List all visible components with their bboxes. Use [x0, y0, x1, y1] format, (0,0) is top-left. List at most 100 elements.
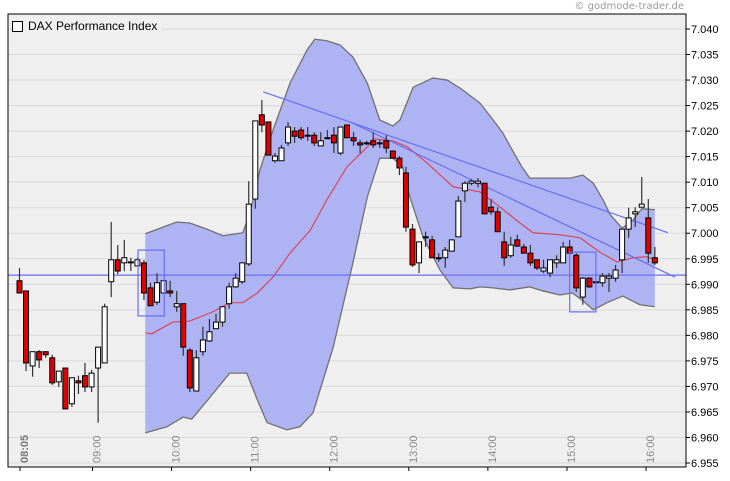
y-axis: 7.040 7.035 7.030 7.025 7.020 7.015 7.010 7.005… — [686, 24, 719, 470]
candle-body — [468, 180, 475, 184]
candle — [160, 280, 167, 294]
candle-body — [127, 261, 134, 264]
y-tick-label: 6.990 — [691, 279, 719, 291]
y-tick-label: 7.010 — [691, 177, 719, 189]
candle-body — [422, 236, 429, 239]
candle-body — [357, 142, 364, 146]
candle — [167, 280, 174, 298]
candle — [363, 140, 370, 145]
candle — [514, 234, 521, 248]
candle — [95, 346, 102, 423]
y-tick-label: 6.975 — [691, 356, 719, 368]
annotations — [137, 249, 597, 317]
candle-body — [448, 239, 455, 252]
x-tick-label: 09:00 — [91, 435, 103, 463]
chart-title: DAX Performance Index — [12, 19, 162, 33]
candle — [324, 130, 331, 140]
candle — [638, 177, 645, 208]
candle — [573, 253, 580, 292]
candle-body — [147, 287, 154, 307]
candle — [317, 132, 324, 147]
candle-body — [429, 239, 436, 259]
candle-body — [553, 259, 560, 264]
candle — [651, 247, 658, 265]
candle-body — [520, 246, 527, 254]
candle-body — [612, 269, 619, 279]
candle — [383, 135, 390, 154]
candle-body — [88, 372, 95, 388]
candle — [127, 257, 134, 272]
candle-body — [252, 120, 259, 200]
legend-checkbox-icon[interactable] — [12, 20, 23, 32]
candle-body — [573, 254, 580, 289]
candle-body — [579, 277, 586, 298]
candle-body — [396, 157, 403, 169]
candle — [599, 273, 606, 287]
candle-body — [180, 303, 187, 348]
candle-body — [23, 290, 30, 364]
y-tick-label: 6.965 — [691, 407, 719, 419]
candle-body — [245, 203, 252, 265]
candle — [16, 267, 23, 294]
candle-body — [68, 377, 75, 405]
candle-body — [586, 277, 593, 288]
candle-body — [311, 134, 318, 144]
candle-body — [219, 306, 226, 323]
candle-body — [29, 351, 36, 367]
x-tick-label: 16:00 — [645, 435, 657, 463]
candle-body — [619, 228, 626, 261]
candle-body — [36, 351, 43, 361]
candle — [357, 139, 364, 154]
candle-body — [232, 277, 239, 288]
candle — [494, 207, 501, 233]
candle-body — [160, 280, 167, 294]
candle-body — [114, 259, 121, 272]
candle-body — [304, 134, 311, 137]
candle-body — [330, 134, 337, 144]
candle-body — [324, 137, 331, 140]
candle-body — [376, 142, 383, 145]
candle — [62, 367, 69, 410]
candle-body — [409, 228, 416, 266]
candle-body — [206, 331, 213, 342]
candle-body — [560, 246, 567, 264]
candle — [245, 181, 252, 266]
candle-body — [213, 321, 219, 330]
candle-body — [101, 306, 108, 364]
candle — [409, 224, 416, 267]
candle — [252, 120, 259, 209]
candle-body — [442, 249, 449, 259]
y-tick-label: 7.000 — [691, 228, 719, 240]
x-tick-label: 14:00 — [487, 435, 499, 463]
y-tick-label: 6.960 — [691, 432, 719, 444]
candle — [265, 121, 272, 156]
candle — [271, 153, 278, 163]
candle — [88, 370, 95, 393]
candle-body — [435, 257, 442, 260]
candle — [82, 362, 88, 393]
candle-body — [49, 357, 56, 384]
candle — [435, 253, 442, 262]
y-tick-label: 7.015 — [691, 152, 719, 164]
x-tick-label: 10:00 — [171, 435, 183, 463]
candle-body — [75, 380, 82, 384]
bollinger-band-fill — [145, 39, 655, 433]
candle-body — [95, 346, 102, 369]
candle — [429, 235, 436, 259]
candle-body — [16, 280, 23, 294]
candle-body — [645, 217, 652, 254]
candle — [350, 132, 357, 146]
candle-body — [298, 129, 305, 139]
candle — [180, 303, 187, 356]
candle-body — [416, 241, 423, 264]
x-tick-label: 12:00 — [329, 435, 341, 463]
x-tick-label: 13:00 — [408, 435, 420, 463]
candle — [147, 282, 154, 307]
candle-body — [271, 155, 278, 162]
candle — [422, 231, 429, 248]
candle-body — [344, 124, 350, 139]
candle-body — [514, 239, 521, 247]
candles — [16, 99, 658, 423]
candle — [258, 99, 265, 133]
